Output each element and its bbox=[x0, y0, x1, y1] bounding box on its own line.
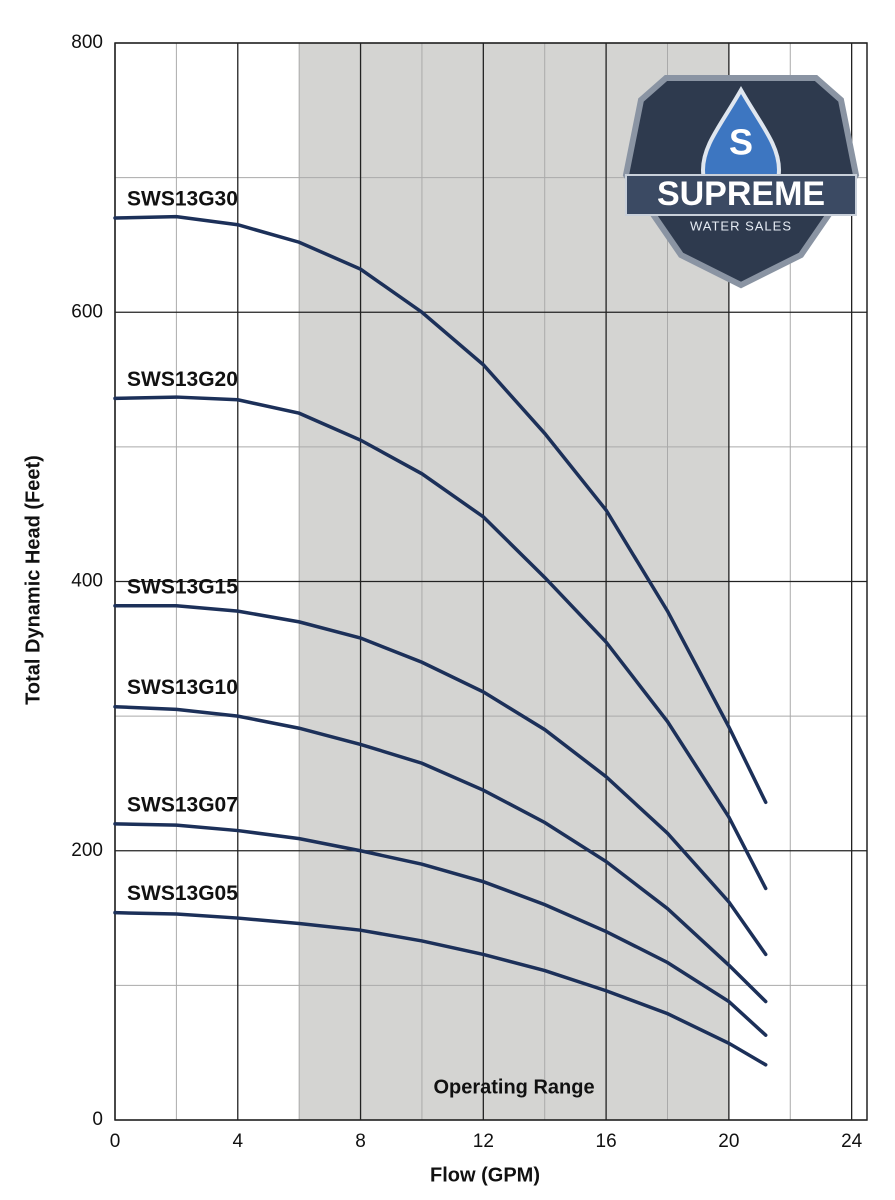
y-tick-label: 0 bbox=[92, 1109, 103, 1130]
y-tick-label: 200 bbox=[71, 840, 103, 861]
curves bbox=[113, 214, 768, 1067]
logo-title: SUPREME bbox=[657, 175, 825, 213]
logo-subtitle: WATER SALES bbox=[690, 218, 792, 233]
y-tick-label: 800 bbox=[71, 32, 103, 53]
x-tick-label: 16 bbox=[596, 1131, 617, 1152]
logo: S SUPREME WATER SALES bbox=[622, 75, 860, 289]
annotation: Operating Range bbox=[433, 1076, 594, 1098]
curve bbox=[113, 214, 768, 805]
logo-letter: S bbox=[729, 122, 753, 163]
x-tick-label: 4 bbox=[232, 1131, 243, 1152]
x-tick-label: 8 bbox=[355, 1131, 366, 1152]
y-tick-label: 600 bbox=[71, 301, 103, 322]
curve-label: SWS13G20 bbox=[127, 368, 238, 391]
curve bbox=[113, 822, 768, 1037]
curve-label: SWS13G15 bbox=[127, 575, 238, 598]
x-tick-label: 12 bbox=[473, 1131, 494, 1152]
curve-label: SWS13G30 bbox=[127, 188, 238, 211]
labels: Operating Range SWS13G30 SWS13G20 SWS13G15 S… bbox=[127, 188, 595, 1099]
curve bbox=[113, 910, 768, 1067]
x-tick-label: 24 bbox=[841, 1131, 863, 1152]
y-tick-label: 400 bbox=[71, 571, 103, 592]
x-tick-label: 0 bbox=[110, 1131, 121, 1152]
curve bbox=[113, 395, 768, 891]
x-axis-label: Flow (GPM) bbox=[430, 1164, 540, 1186]
logo-band bbox=[625, 174, 857, 216]
curve-label: SWS13G10 bbox=[127, 676, 238, 699]
plot-frame bbox=[114, 42, 868, 1121]
curve-label: SWS13G05 bbox=[127, 882, 238, 905]
curve bbox=[113, 603, 768, 957]
x-tick-label: 20 bbox=[718, 1131, 739, 1152]
y-axis-label: Total Dynamic Head (Feet) bbox=[22, 455, 44, 705]
curve-label: SWS13G07 bbox=[127, 793, 238, 816]
curve bbox=[113, 704, 768, 1004]
